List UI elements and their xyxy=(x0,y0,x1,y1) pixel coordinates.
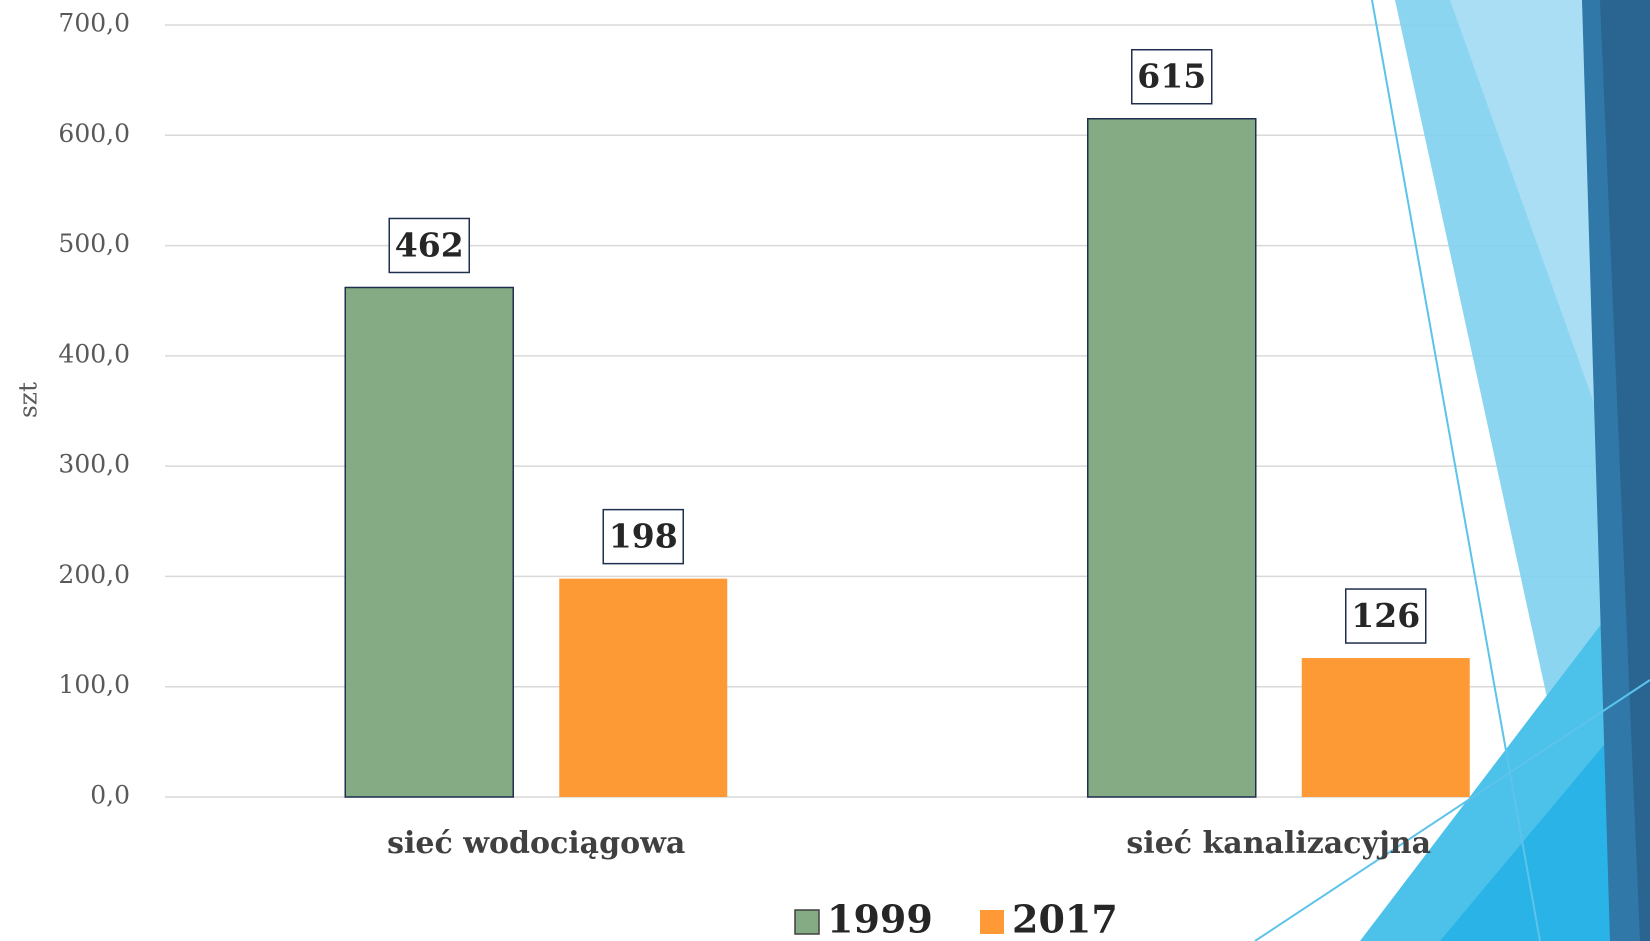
y-tick-label: 100,0 xyxy=(58,670,130,699)
y-axis-label: szt xyxy=(14,382,43,418)
bar xyxy=(345,287,513,797)
y-tick-label: 200,0 xyxy=(58,560,130,589)
decoration xyxy=(1255,0,1650,941)
y-tick-label: 500,0 xyxy=(58,229,130,258)
bar xyxy=(1088,119,1256,797)
x-tick-label: sieć kanalizacyjna xyxy=(1126,826,1431,861)
y-tick-label: 600,0 xyxy=(58,119,130,148)
legend-label: 2017 xyxy=(1012,897,1118,941)
bar xyxy=(559,579,727,797)
value-label: 462 xyxy=(395,225,464,264)
y-tick-label: 0,0 xyxy=(90,781,130,810)
bar xyxy=(1302,658,1470,797)
value-label: 126 xyxy=(1351,596,1420,635)
legend-swatch xyxy=(980,910,1004,934)
y-tick-label: 700,0 xyxy=(58,9,130,38)
value-label: 615 xyxy=(1137,57,1206,96)
legend-label: 1999 xyxy=(827,897,933,941)
y-tick-label: 300,0 xyxy=(58,450,130,479)
x-tick-label: sieć wodociągowa xyxy=(387,826,685,861)
value-label: 198 xyxy=(609,517,678,556)
chart: szt 0,0 100,0 200,0 300,0 400,0 500,0 600,0 700… xyxy=(0,0,1650,941)
y-tick-label: 400,0 xyxy=(58,339,130,368)
legend-swatch xyxy=(795,910,819,934)
